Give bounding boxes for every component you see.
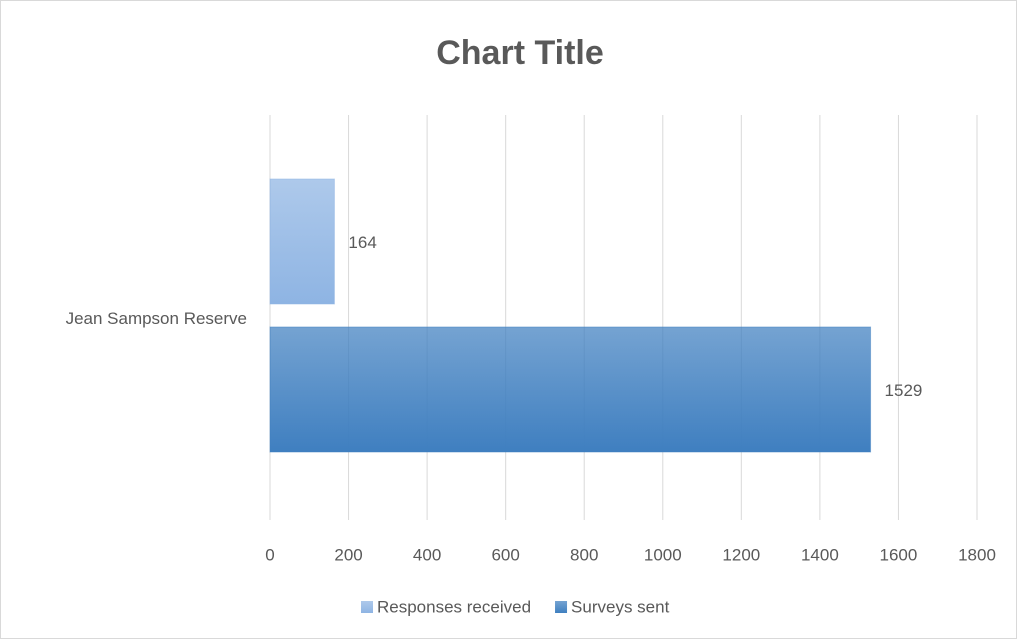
legend-swatch [555, 601, 568, 613]
x-tick-label: 1200 [722, 545, 760, 564]
x-tick-label: 1800 [958, 545, 996, 564]
x-tick-label: 1600 [880, 545, 918, 564]
x-tick-label: 800 [570, 545, 598, 564]
legend-label: Surveys sent [571, 597, 670, 616]
data-label: 1529 [885, 381, 923, 400]
y-tick-label: Jean Sampson Reserve [66, 309, 247, 328]
x-tick-label: 1000 [644, 545, 682, 564]
legend-swatch [361, 601, 373, 613]
data-label: 164 [348, 233, 376, 252]
x-tick-label: 0 [265, 545, 274, 564]
x-tick-label: 400 [413, 545, 441, 564]
x-tick-label: 200 [334, 545, 362, 564]
legend-label: Responses received [377, 597, 531, 616]
x-tick-label: 600 [491, 545, 519, 564]
bar [269, 178, 335, 305]
x-tick-label: 1400 [801, 545, 839, 564]
bar [269, 326, 872, 453]
chart-title: Chart Title [436, 34, 604, 72]
